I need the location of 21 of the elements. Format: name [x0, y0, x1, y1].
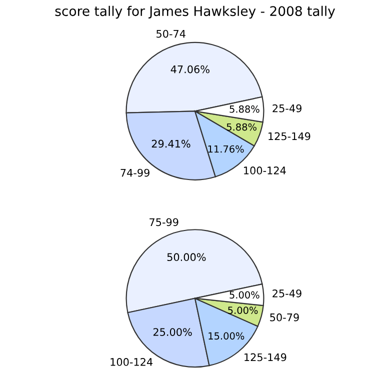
data-label: 15.00%	[208, 332, 244, 340]
slice-label: 74-99	[120, 168, 150, 177]
data-label: 5.00%	[230, 291, 260, 299]
slice-label: 75-99	[150, 218, 178, 226]
slice-label: 50-79	[270, 313, 299, 322]
slice-label: 125-149	[268, 132, 310, 140]
slice-label: 100-124	[244, 166, 286, 174]
data-label: 29.41%	[152, 140, 190, 148]
slice-label: 25-49	[272, 104, 302, 112]
data-label: 5.00%	[228, 306, 258, 314]
data-label: 47.06%	[170, 65, 210, 74]
slice-label: 100-124	[110, 358, 152, 366]
chart-title: score tally for James Hawksley - 2008 tally	[55, 6, 336, 19]
data-label: 25.00%	[153, 328, 192, 336]
slice-label: 50-74	[156, 30, 186, 38]
data-label: 50.00%	[167, 253, 206, 262]
slice-label: 125-149	[244, 353, 286, 362]
data-label: 5.88%	[226, 123, 256, 131]
data-label: 5.88%	[230, 105, 260, 113]
slice-label: 25-49	[272, 289, 302, 298]
data-label: 11.76%	[208, 145, 244, 153]
